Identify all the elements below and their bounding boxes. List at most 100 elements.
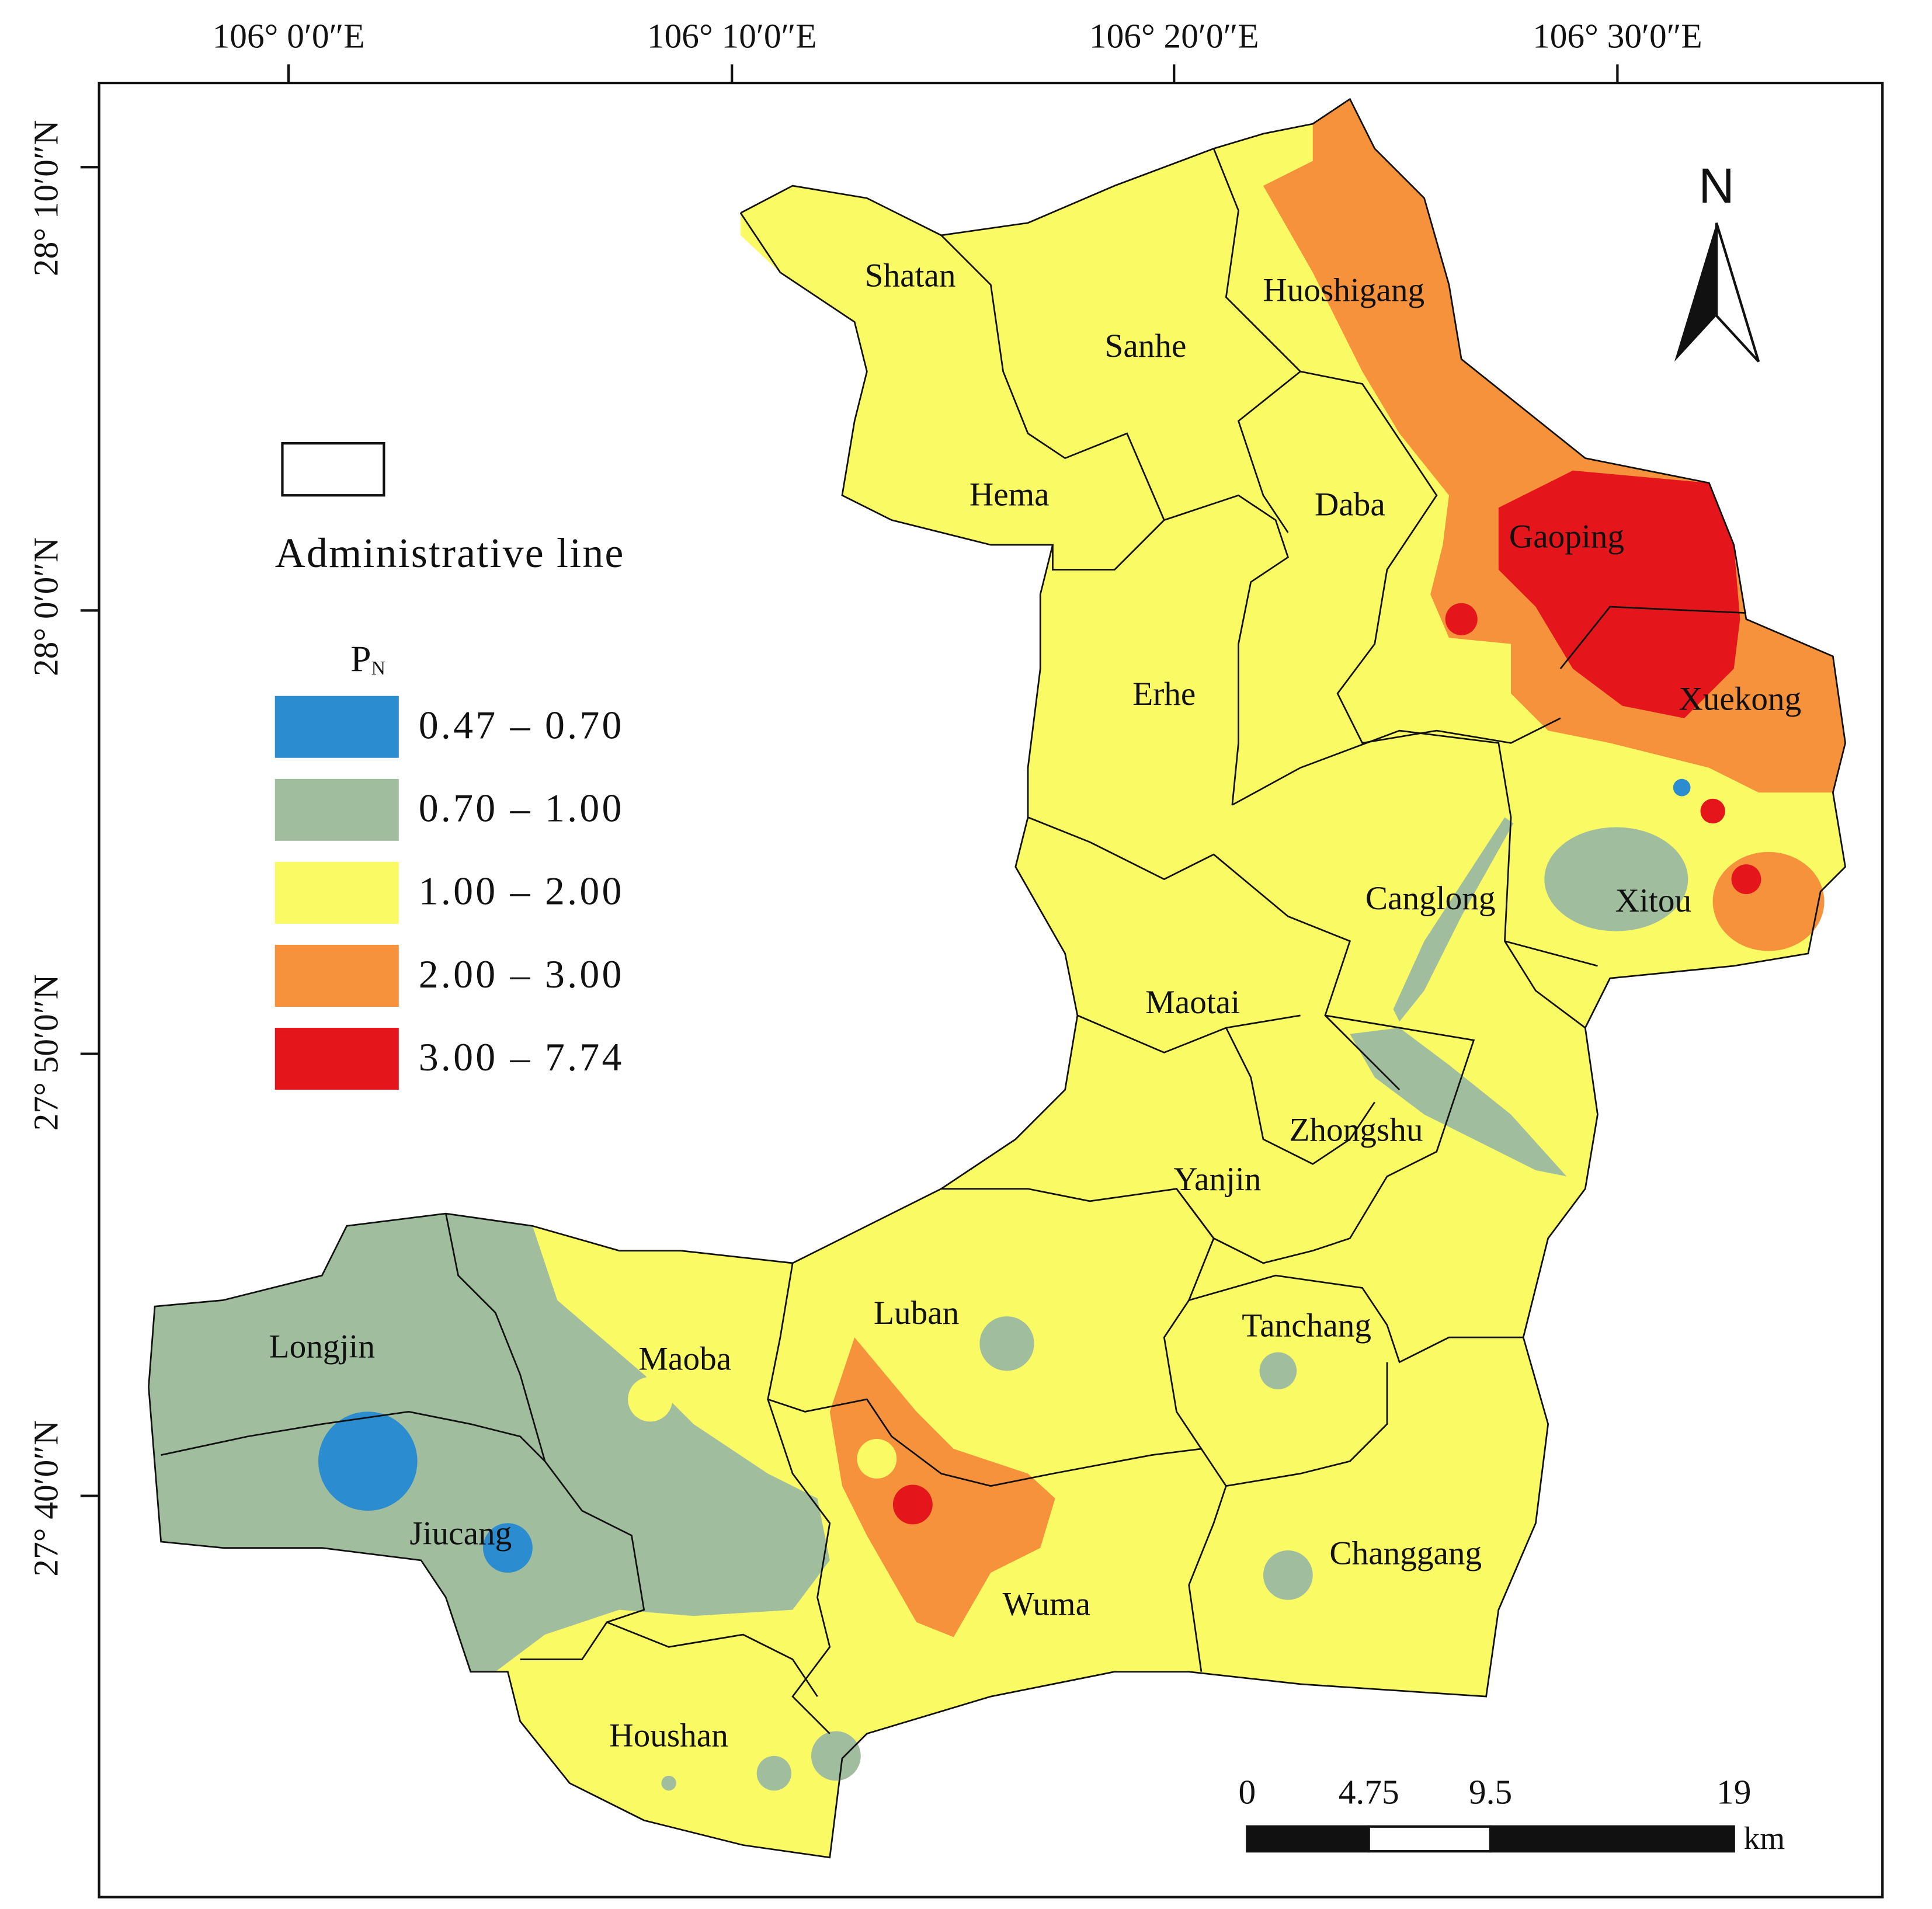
legend-swatch: [274, 944, 399, 1007]
admin-line: [1225, 1027, 1375, 1165]
town-label: Sanhe: [1105, 328, 1187, 364]
town-label: Maotai: [1145, 984, 1240, 1021]
latitude-label: 28° 10′0″N: [26, 120, 65, 277]
latitude-label: 27° 50′0″N: [26, 975, 65, 1131]
zone-blue: [483, 1523, 533, 1573]
admin-line: [1188, 1448, 1227, 1672]
town-label: Changgang: [1329, 1535, 1482, 1572]
zone-yellow: [857, 1439, 897, 1479]
admin-line: [1300, 370, 1561, 744]
legend-title-subscript: N: [371, 658, 385, 679]
town-label: Xuekong: [1679, 680, 1801, 717]
longitude-label: 106° 20′0″E: [1089, 16, 1259, 55]
admin-line: [767, 1263, 991, 1487]
admin-line: [161, 1410, 546, 1462]
legend-swatch: [274, 1028, 399, 1090]
town-label: Erhe: [1132, 676, 1196, 712]
town-label: Tanchang: [1242, 1307, 1371, 1344]
zone-orange: [1712, 851, 1825, 951]
town-label: Gaoping: [1509, 519, 1624, 555]
legend-label: 3.00 – 7.74: [419, 1035, 624, 1079]
town-label: Maoba: [638, 1341, 731, 1378]
scale-label: 19: [1716, 1772, 1751, 1811]
legend-label: 1.00 – 2.00: [419, 870, 624, 913]
town-label: Xitou: [1615, 882, 1691, 919]
admin-line: [1232, 729, 1586, 1029]
admin-line: [940, 234, 1165, 521]
admin-line: [1226, 1362, 1388, 1487]
legend-boundary-swatch: [281, 442, 385, 497]
legend-boundary-label: Administrative line: [275, 530, 625, 576]
zone-green: [979, 1316, 1034, 1371]
zone-green: [1259, 1352, 1297, 1390]
zone-red: [1700, 798, 1725, 824]
zone-green: [811, 1731, 861, 1781]
zone-blue: [1673, 778, 1691, 797]
town-label: Zhongshu: [1289, 1111, 1423, 1148]
scale-bar: 0 4.75 9.5 19 km: [1239, 1772, 1785, 1855]
zone-orange: [829, 1337, 1055, 1637]
admin-line: [1559, 606, 1746, 669]
north-arrow: N: [1674, 158, 1760, 363]
town-label: Canglong: [1365, 880, 1496, 917]
admin-line: [1027, 816, 1401, 1091]
zone-green: [1263, 1550, 1313, 1600]
legend-swatch: [274, 861, 399, 924]
legend-swatch: [274, 778, 399, 841]
admin-line: [767, 1399, 831, 1734]
zone-red: [1731, 864, 1761, 895]
zone-green: [1350, 1028, 1567, 1177]
admin-line: [1077, 1014, 1301, 1053]
admin-line: [1052, 494, 1289, 805]
legend-title-main: P: [350, 638, 371, 679]
scale-segment: [1246, 1825, 1370, 1853]
zone-red: [1445, 603, 1478, 635]
graticule: 106° 0′0″E 106° 10′0″E 106° 20′0″E 106° 30′…: [26, 16, 1702, 1576]
admin-line: [606, 1621, 818, 1697]
north-arrow-right: [1715, 222, 1760, 363]
zone-green: [661, 1775, 676, 1791]
north-label: N: [1698, 158, 1734, 213]
admin-line: [148, 98, 1847, 1859]
scale-segment: [1367, 1825, 1492, 1853]
zone-blue: [318, 1411, 418, 1511]
zone-green: [756, 1755, 792, 1791]
town-label: Wuma: [1003, 1586, 1090, 1623]
admin-line: [1189, 1274, 1524, 1364]
latitude-label: 28° 0′0″N: [26, 537, 65, 676]
scale-label: 9.5: [1469, 1772, 1512, 1811]
longitude-label: 106° 0′0″E: [213, 16, 365, 55]
longitude-label: 106° 10′0″E: [647, 16, 817, 55]
legend-label: 2.00 – 3.00: [419, 952, 624, 996]
scale-segment: [1489, 1825, 1735, 1853]
legend-label: 0.47 – 0.70: [419, 704, 624, 747]
town-label: Daba: [1315, 486, 1385, 523]
zone-red: [1498, 470, 1740, 718]
admin-line: [941, 1188, 1215, 1487]
legend-label: 0.70 – 1.00: [419, 787, 624, 830]
town-label: Yanjin: [1173, 1161, 1261, 1198]
scale-label: 0: [1239, 1772, 1256, 1811]
town-label: Houshan: [609, 1717, 728, 1754]
town-label: Shatan: [865, 257, 956, 294]
legend-title: PN: [350, 638, 385, 679]
administrative-lines: [148, 98, 1847, 1859]
town-label: Longjin: [269, 1329, 375, 1365]
zone-green: [148, 1213, 830, 1672]
zone-green: [1393, 817, 1514, 1022]
town-label: Huoshigang: [1263, 272, 1424, 309]
admin-line: [1504, 940, 1598, 967]
legend: Administrative line PN 0.47 – 0.70 0.70 –…: [274, 442, 625, 1090]
zones: [148, 99, 1846, 1858]
zone-green: [628, 1377, 673, 1422]
zone-red: [892, 1484, 933, 1525]
town-label: Jiucang: [409, 1515, 512, 1552]
latitude-label: 27° 40′0″N: [26, 1420, 65, 1577]
town-label: Luban: [874, 1295, 959, 1331]
admin-line: [1176, 1014, 1475, 1264]
scale-unit: km: [1744, 1820, 1785, 1856]
legend-swatch: [274, 696, 399, 758]
longitude-label: 106° 30′0″E: [1533, 16, 1702, 55]
scale-label: 4.75: [1339, 1772, 1399, 1811]
